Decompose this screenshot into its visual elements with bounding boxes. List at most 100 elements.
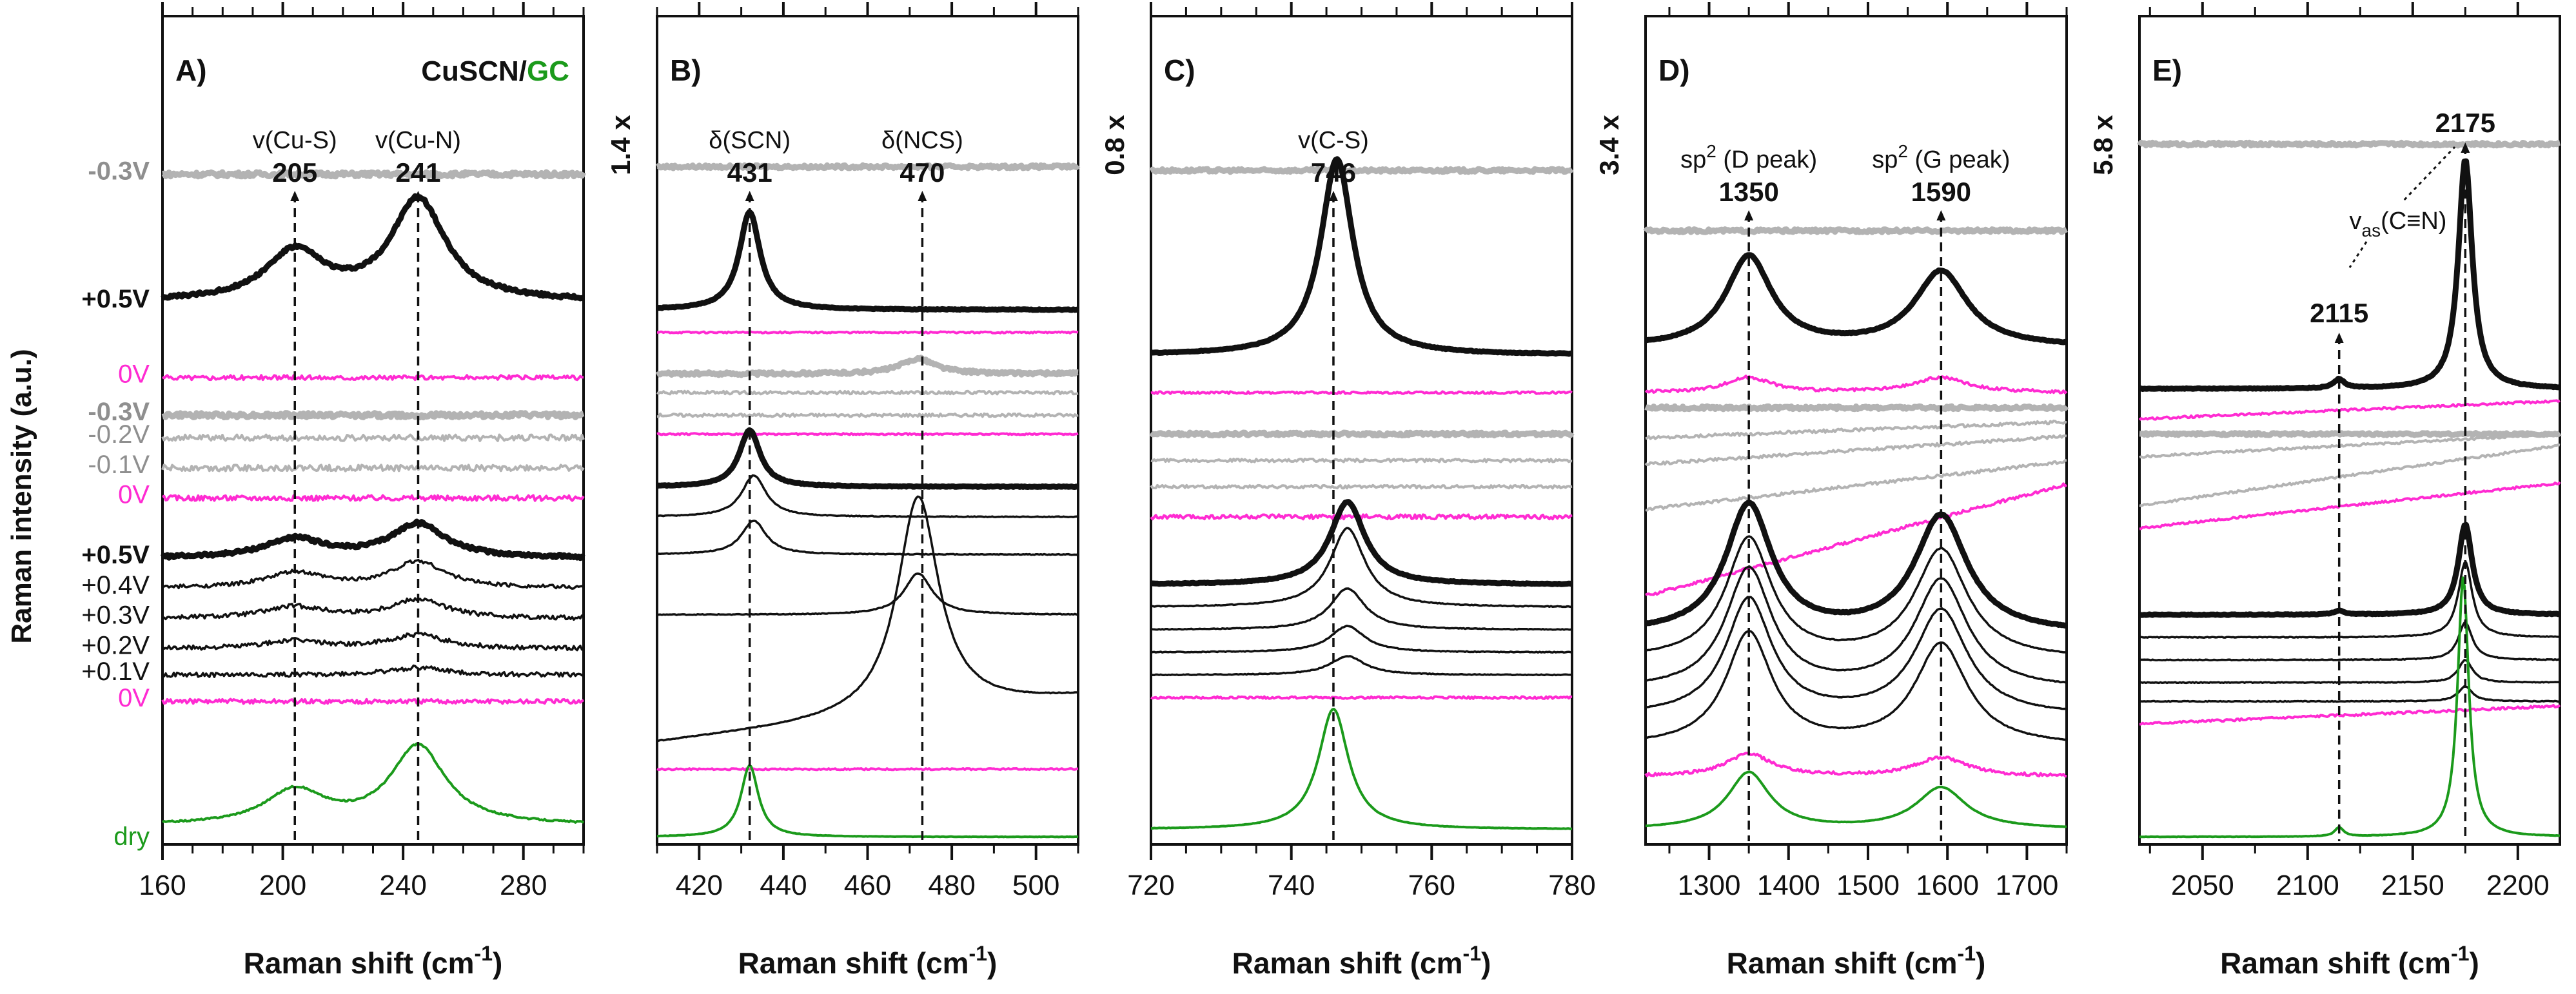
spectrum-line bbox=[2139, 561, 2561, 639]
spectrum-line bbox=[1151, 625, 1573, 654]
peak-value: 241 bbox=[395, 157, 440, 188]
x-tick-label: 2150 bbox=[2381, 870, 2444, 901]
x-axis-label: Raman shift (cm-1) bbox=[1727, 942, 1986, 980]
spectrum-line bbox=[1150, 513, 1573, 521]
peak-value: 2175 bbox=[2435, 108, 2495, 138]
x-tick-label: 720 bbox=[1127, 870, 1174, 901]
spectrum-line bbox=[1645, 419, 2067, 440]
x-axis-label: Raman shift (cm-1) bbox=[2220, 942, 2479, 980]
x-axis-label: Raman shift (cm-1) bbox=[738, 942, 998, 980]
spectrum-line bbox=[161, 463, 585, 473]
spectrum-line bbox=[1150, 527, 1573, 609]
spectrum-line bbox=[161, 410, 585, 421]
plot-frame bbox=[1644, 15, 2068, 846]
x-tick-label: 1500 bbox=[1836, 870, 1900, 901]
x-tick-label: 2200 bbox=[2486, 870, 2550, 901]
spectrum-line bbox=[2139, 443, 2561, 507]
peak-value: 1350 bbox=[1718, 177, 1778, 207]
spectrum-line bbox=[656, 767, 1079, 772]
x-tick-label: 500 bbox=[1012, 870, 1059, 901]
spectrum-line bbox=[161, 742, 585, 824]
spectrum-line bbox=[656, 432, 1079, 436]
peak-value: 431 bbox=[727, 157, 772, 188]
sample-title: CuSCN/GC bbox=[421, 55, 569, 87]
series-label: +0.1V bbox=[81, 658, 150, 686]
spectrum-line bbox=[161, 433, 585, 442]
panel-letter: E) bbox=[2152, 54, 2182, 87]
spectrum-line bbox=[1645, 565, 2067, 684]
plot-frame bbox=[161, 15, 585, 846]
mode-annotation: vas(C≡N) bbox=[2350, 208, 2447, 240]
spectrum-line bbox=[656, 209, 1079, 313]
peak-assignment: v(Cu-N) bbox=[375, 127, 461, 154]
scale-factor: 5.8 x bbox=[2088, 115, 2118, 175]
spectrum-line bbox=[161, 632, 584, 652]
x-axis-label: Raman shift (cm-1) bbox=[244, 942, 503, 980]
peak-arrowhead bbox=[1744, 210, 1754, 220]
x-tick-label: 460 bbox=[844, 870, 891, 901]
spectrum-line bbox=[2137, 139, 2561, 149]
y-axis-label: Raman intensity (a.u.) bbox=[6, 349, 37, 643]
series-label: dry bbox=[113, 823, 150, 851]
series-label: -0.3V bbox=[88, 157, 150, 185]
spectrum-line bbox=[2138, 158, 2561, 392]
x-tick-label: 760 bbox=[1408, 870, 1455, 901]
peak-arrowhead bbox=[290, 191, 300, 201]
spectrum-line bbox=[2138, 399, 2561, 421]
spectrum-line bbox=[656, 427, 1079, 490]
peak-arrowhead bbox=[413, 191, 423, 201]
spectrum-line bbox=[656, 412, 1079, 418]
x-tick-label: 2050 bbox=[2171, 870, 2234, 901]
x-tick-label: 440 bbox=[760, 870, 807, 901]
scale-factor: 1.4 x bbox=[605, 115, 636, 175]
panel-e: 2050 2100 2150 2200 Raman shift (cm-1) E) 5.8 … bbox=[2088, 2, 2562, 980]
peak-value: 746 bbox=[1311, 157, 1356, 188]
spectrum-line bbox=[1645, 459, 2067, 512]
peak-arrowhead bbox=[2461, 142, 2470, 153]
x-tick-label: 1400 bbox=[1757, 870, 1820, 901]
panel-letter: B) bbox=[670, 54, 702, 87]
peak-arrowhead bbox=[745, 191, 754, 201]
x-tick-label: 2100 bbox=[2276, 870, 2339, 901]
peak-arrowhead bbox=[1936, 210, 1946, 220]
spectrum-line bbox=[160, 518, 585, 561]
spectrum-line bbox=[1150, 156, 1573, 357]
spectrum-line bbox=[2139, 704, 2561, 726]
peak-value: 1590 bbox=[1911, 177, 1971, 207]
spectrum-line bbox=[1643, 226, 2068, 235]
series-label: -0.3V bbox=[88, 398, 150, 426]
spectrum-line bbox=[1150, 499, 1573, 587]
spectrum-line bbox=[1644, 375, 2068, 395]
series-label: +0.2V bbox=[81, 631, 150, 659]
scale-factor: 3.4 x bbox=[1594, 115, 1624, 175]
spectrum-line bbox=[161, 697, 585, 705]
panel-letter: A) bbox=[175, 54, 207, 87]
panel-a: 160 200 240 280 Raman shift (cm-1) A) -0.3V +0.… bbox=[81, 2, 587, 980]
spectrum-line bbox=[656, 520, 1079, 556]
peak-assignment: δ(SCN) bbox=[709, 127, 791, 154]
series-label: 0V bbox=[118, 360, 150, 389]
series-label: +0.5V bbox=[81, 285, 150, 313]
series-label: +0.4V bbox=[81, 571, 150, 599]
peak-value: 470 bbox=[900, 157, 945, 188]
spectrum-line bbox=[2139, 481, 2561, 531]
spectrum-line bbox=[1149, 429, 1575, 439]
spectrum-line bbox=[656, 389, 1079, 396]
spectrum-line bbox=[1150, 695, 1573, 700]
spectrum-line bbox=[1148, 166, 1574, 175]
x-tick-label: 740 bbox=[1268, 870, 1315, 901]
spectrum-line bbox=[1644, 434, 2067, 467]
peak-assignment: v(Cu-S) bbox=[253, 127, 337, 154]
annotation-arrow bbox=[2348, 241, 2368, 268]
spectrum-line bbox=[656, 572, 1079, 616]
spectrum-line bbox=[2139, 685, 2561, 703]
x-tick-label: 1600 bbox=[1916, 870, 1979, 901]
spectrum-line bbox=[1645, 535, 2067, 654]
x-tick-label: 1700 bbox=[1995, 870, 2058, 901]
spectrum-line bbox=[2138, 521, 2561, 618]
spectrum-line bbox=[162, 494, 585, 502]
panel-b: 420 440 460 480 500 Raman shift (cm-1) B) 1.4 x… bbox=[605, 2, 1081, 980]
spectrum-line bbox=[1150, 655, 1573, 677]
spectrum-line bbox=[657, 764, 1079, 839]
